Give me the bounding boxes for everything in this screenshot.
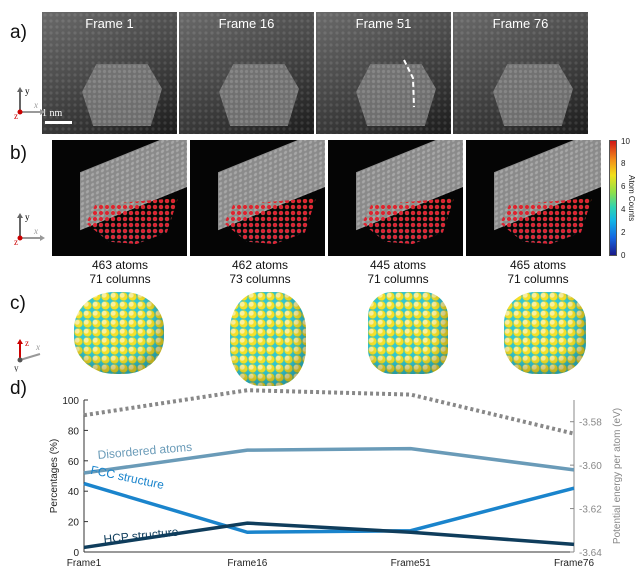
panel-b-label: b): [10, 143, 27, 164]
cluster-model-1: [74, 292, 164, 374]
segmentation-frame-16: [190, 140, 325, 256]
panel-a-label: a): [10, 22, 27, 43]
axis-triad-a: y x z: [14, 86, 45, 120]
cluster-model-51: [368, 292, 448, 374]
axis-x-label-c: x: [35, 342, 40, 352]
colorbar: [609, 140, 617, 256]
frame-label-16: Frame 16: [218, 16, 275, 31]
colorbar-tick: 4: [621, 205, 626, 214]
atom-count: 463 atoms: [91, 258, 149, 272]
axis-y-label-c: y: [14, 363, 19, 372]
axis-z-label-b: z: [14, 237, 18, 246]
segmentation-frame-51: [328, 140, 463, 256]
series-line: [83, 481, 575, 534]
count-label-76: 465 atoms 71 columns: [478, 258, 598, 286]
series-line: [83, 388, 575, 436]
atom-count: 445 atoms: [369, 258, 427, 272]
y-axis-label: Percentages (%): [49, 439, 60, 513]
frame-image-76: Frame 76: [453, 12, 588, 134]
y2-tick-label: -3.58: [579, 418, 602, 429]
x-tick-label: Frame1: [67, 558, 102, 569]
y2-tick-label: -3.60: [579, 461, 602, 472]
frame-image-51: Frame 51: [316, 12, 451, 134]
y2-tick-label: -3.64: [579, 548, 602, 559]
colorbar-label: Atom Counts: [627, 175, 636, 222]
colorbar-tick: 0: [621, 251, 626, 260]
panel-c-label: c): [10, 293, 26, 314]
segmentation-frame-1: [52, 140, 187, 256]
frame-label-76: Frame 76: [492, 16, 549, 31]
count-label-1: 463 atoms 71 columns: [60, 258, 180, 286]
series-line: [83, 446, 575, 475]
axis-triad-b: y x z: [14, 212, 45, 246]
segmentation-frame-76: [466, 140, 601, 256]
colorbar-tick: 8: [621, 159, 626, 168]
y-tick-label: 100: [62, 396, 79, 407]
axis-y-label-b: y: [25, 212, 30, 222]
axis-z-label-a: z: [14, 111, 18, 120]
column-count: 71 columns: [89, 272, 151, 286]
series-label: HCP structure: [103, 525, 180, 547]
series-line: [83, 521, 575, 550]
colorbar-tick: 2: [621, 228, 626, 237]
colorbar-tick: 6: [621, 182, 626, 191]
y-tick-label: 60: [68, 457, 80, 468]
frame-image-1: Frame 1: [42, 12, 177, 134]
y-tick-label: 40: [68, 487, 80, 498]
axis-x-label-a: x: [33, 100, 38, 110]
colorbar-tick: 10: [621, 137, 630, 146]
count-label-51: 445 atoms 71 columns: [338, 258, 458, 286]
atom-count: 465 atoms: [509, 258, 567, 272]
frame-image-16: Frame 16: [179, 12, 314, 134]
y2-axis-label: Potential energy per atom (eV): [612, 408, 623, 544]
scale-bar-label: 1 nm: [42, 108, 63, 119]
y-tick-label: 20: [68, 518, 80, 529]
column-count: 71 columns: [507, 272, 569, 286]
y-tick-label: 0: [73, 548, 79, 559]
panel-d-label: d): [10, 378, 27, 399]
axis-x-label-b: x: [33, 226, 38, 236]
structure-chart: 0 20 40 60 80 100 -3.58 -3.60 -3.62 -3.64 Frame1 Fr…: [49, 388, 623, 569]
cluster-model-76: [504, 292, 586, 374]
axis-z-label-c: z: [25, 338, 29, 348]
cluster-model-16: [230, 292, 306, 386]
count-label-16: 462 atoms 73 columns: [200, 258, 320, 286]
x-tick-label: Frame16: [227, 558, 267, 569]
frame-label-1: Frame 1: [85, 16, 134, 31]
y2-tick-label: -3.62: [579, 505, 602, 516]
y-tick-label: 80: [68, 426, 80, 437]
frame-label-51: Frame 51: [355, 16, 412, 31]
column-count: 71 columns: [367, 272, 429, 286]
scale-bar: [45, 121, 72, 124]
x-tick-label: Frame51: [391, 558, 431, 569]
x-tick-label: Frame76: [554, 558, 594, 569]
defect-line-marker: [403, 59, 415, 108]
column-count: 73 columns: [229, 272, 291, 286]
axis-y-label-a: y: [25, 86, 30, 96]
axis-triad-c: z x y: [14, 338, 41, 372]
atom-count: 462 atoms: [231, 258, 289, 272]
